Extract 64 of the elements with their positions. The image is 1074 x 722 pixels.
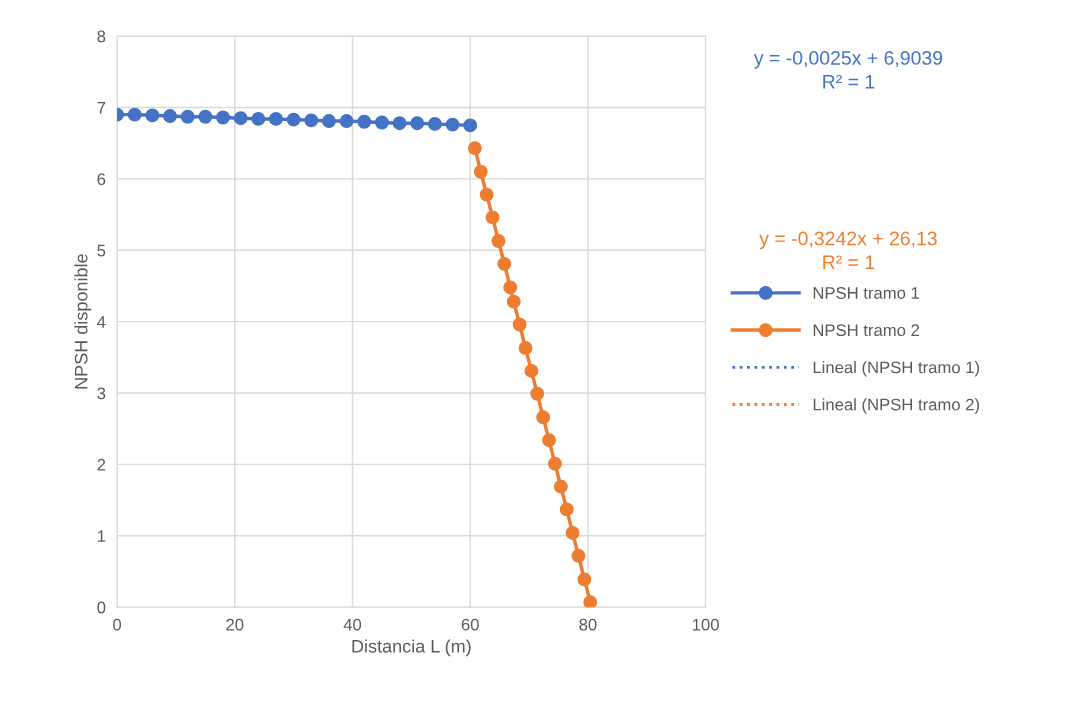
point: [286, 112, 301, 127]
point: [479, 187, 494, 202]
y-tick-label: 7: [97, 102, 106, 114]
legend-label: NPSH tramo 1: [813, 287, 920, 299]
text: y = -0,3242x + 26,13 R² = 1: [759, 231, 937, 269]
y-tick-label: 2: [97, 458, 106, 471]
legend-label: Lineal (NPSH tramo 1): [813, 361, 980, 377]
x-tick-label: 40: [343, 618, 362, 631]
point: [506, 294, 521, 309]
point: [463, 118, 478, 133]
point: [269, 111, 283, 126]
point: [512, 317, 527, 332]
point: [565, 526, 580, 540]
point: [491, 234, 506, 248]
point: [536, 410, 551, 425]
point: [198, 109, 213, 124]
y-tick-label: 0: [97, 601, 106, 614]
point: [145, 108, 160, 123]
point: [571, 548, 586, 563]
point: [497, 256, 512, 271]
point: [427, 116, 442, 131]
x-tick-label: 80: [579, 618, 597, 631]
x-tick-label: 60: [461, 618, 479, 631]
x-tick-label: 0: [113, 618, 122, 631]
legend-label: NPSH tramo 2: [813, 324, 919, 337]
point: [485, 210, 500, 225]
y-tick-label: 8: [97, 30, 106, 43]
legend-label: Lineal (NPSH tramo 2): [813, 398, 980, 414]
y-axis-title: NPSH disponible: [74, 254, 92, 389]
point: [445, 117, 460, 132]
point: [374, 115, 389, 130]
point: [392, 116, 407, 131]
x-axis-title: Distancia L (m): [352, 639, 471, 657]
y-tick-label: 6: [97, 173, 106, 186]
point: [467, 141, 482, 156]
x-tick-label: 20: [226, 618, 244, 631]
y-tick-label: 4: [97, 316, 106, 328]
point: [251, 111, 266, 126]
point: [518, 341, 533, 356]
point: [321, 114, 336, 128]
y-tick-label: 1: [97, 530, 106, 542]
point: [216, 110, 230, 125]
point: [473, 164, 488, 179]
point: [163, 109, 177, 123]
point: [542, 433, 557, 448]
point: [410, 116, 425, 131]
point: [530, 386, 545, 401]
point: [127, 107, 142, 122]
point: [553, 479, 568, 494]
point: [577, 572, 592, 587]
point: [304, 113, 319, 128]
point: [503, 280, 518, 295]
point: [583, 595, 598, 608]
x-tick-label: 100: [692, 618, 719, 631]
text: y = -0,0025x + 6,9039 R² = 1: [753, 51, 943, 89]
point: [548, 456, 562, 471]
point: [524, 363, 539, 378]
point: [559, 502, 574, 517]
point: [339, 114, 354, 128]
y-tick-label: 5: [97, 244, 106, 257]
point: [180, 109, 195, 124]
point: [233, 111, 248, 126]
point: [357, 114, 372, 129]
y-tick-label: 3: [97, 387, 106, 400]
